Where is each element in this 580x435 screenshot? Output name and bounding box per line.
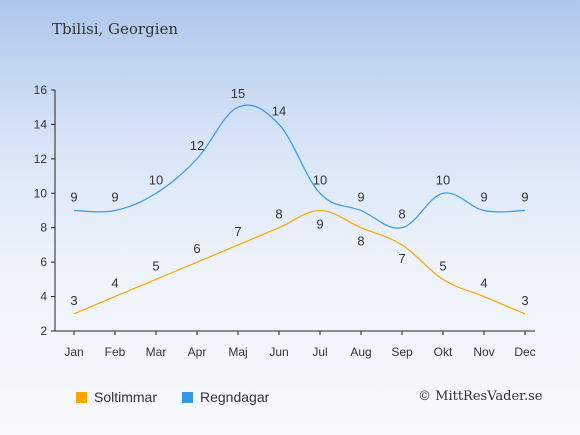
y-tick-label: 6 [40,255,47,269]
x-tick-label: Jun [269,345,288,359]
x-tick-label: Feb [105,345,126,359]
data-label-soltimmar: 5 [439,258,446,273]
chart-title: Tbilisi, Georgien [52,20,179,38]
legend-item-regndagar: Regndagar [182,389,269,405]
data-label-regndagar: 9 [357,190,364,205]
x-tick-label: Dec [514,345,535,359]
data-label-soltimmar: 3 [70,293,77,308]
data-label-soltimmar: 4 [480,276,487,291]
data-label-regndagar: 10 [436,172,450,187]
y-tick-label: 8 [40,221,47,235]
data-label-regndagar: 10 [313,172,327,187]
legend-swatch-soltimmar [76,391,87,403]
data-label-soltimmar: 8 [357,234,364,249]
x-tick-label: Mar [146,345,167,359]
data-label-regndagar: 10 [149,172,163,187]
x-tick-label: Maj [228,345,247,359]
series-line-soltimmar [73,209,526,315]
data-label-soltimmar: 5 [152,258,159,273]
data-label-soltimmar: 6 [193,241,200,256]
legend-label-soltimmar: Soltimmar [94,389,158,405]
y-tick-label: 10 [34,186,48,200]
legend-item-soltimmar: Soltimmar [76,389,157,405]
y-tick-label: 4 [40,290,47,304]
data-label-soltimmar: 8 [275,207,282,222]
x-tick-label: Aug [350,345,371,359]
x-tick-label: Nov [473,345,494,359]
y-tick-label: 14 [34,117,48,131]
data-label-soltimmar: 9 [316,217,323,232]
data-label-regndagar: 15 [231,86,245,101]
site-credit: © MittResVader.se [418,389,543,404]
data-label-regndagar: 9 [480,190,487,205]
y-tick-label: 12 [34,152,48,166]
x-tick-label: Jul [312,345,327,359]
y-tick-label: 16 [34,83,48,97]
data-label-soltimmar: 4 [111,276,118,291]
data-label-regndagar: 14 [272,103,286,118]
data-label-regndagar: 8 [398,207,405,222]
legend-label-regndagar: Regndagar [200,389,270,405]
y-tick-label: 2 [40,324,47,338]
data-label-regndagar: 9 [70,190,77,205]
x-tick-label: Jan [64,345,83,359]
data-label-regndagar: 12 [190,138,204,153]
data-label-regndagar: 9 [521,190,528,205]
x-tick-label: Sep [391,345,413,359]
data-label-soltimmar: 7 [234,224,241,239]
data-label-soltimmar: 3 [521,293,528,308]
data-label-soltimmar: 7 [398,251,405,266]
x-tick-label: Apr [188,345,207,359]
data-label-regndagar: 9 [111,190,118,205]
legend-swatch-regndagar [182,391,193,403]
x-tick-label: Okt [434,345,453,359]
series-line-regndagar [73,104,526,229]
